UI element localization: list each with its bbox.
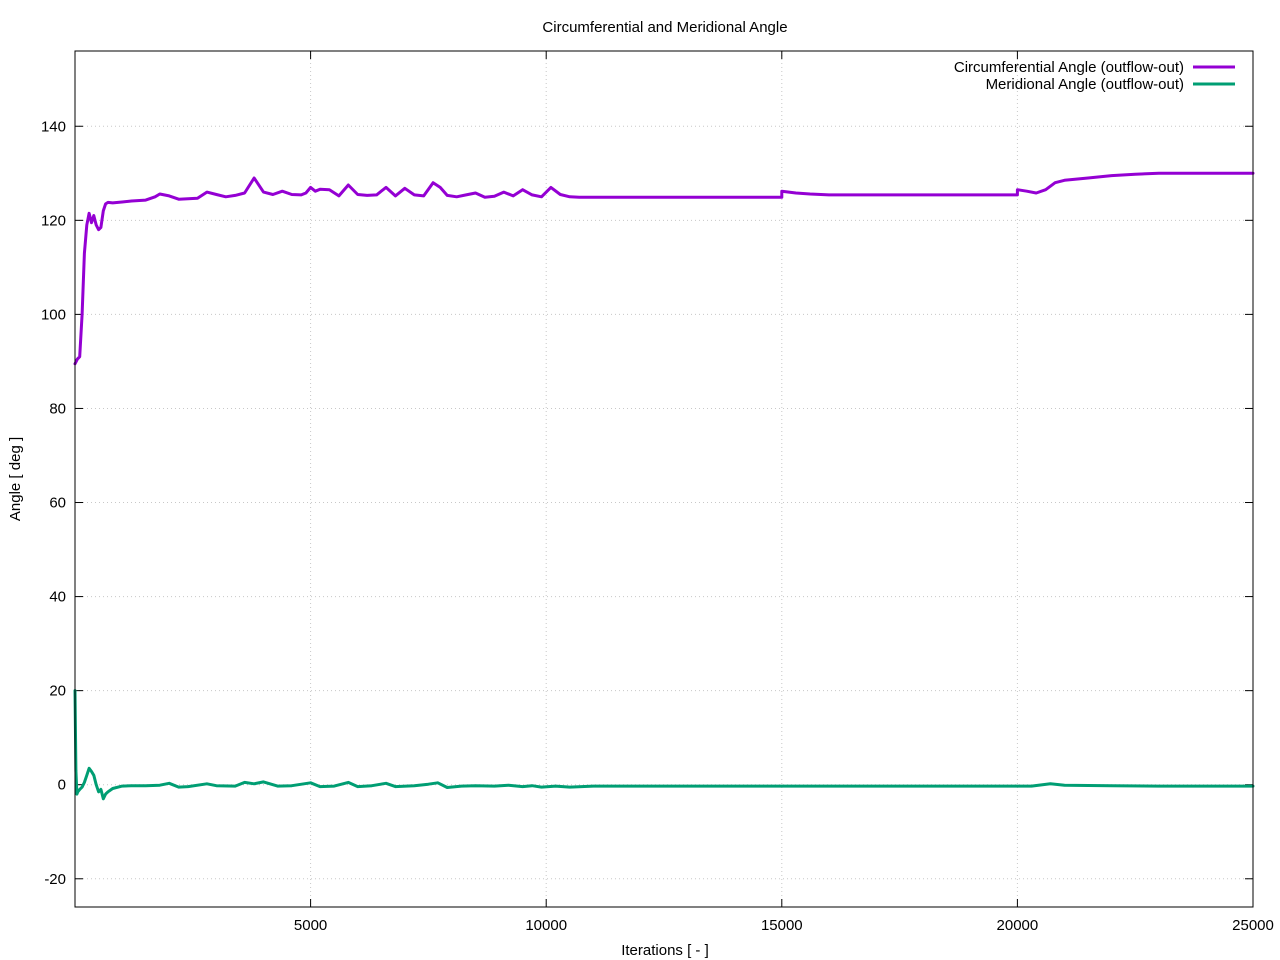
legend-label-1: Circumferential Angle (outflow-out): [954, 59, 1184, 76]
y-tick-label: -20: [44, 871, 66, 888]
y-tick-label: 60: [49, 495, 66, 512]
y-axis-label: Angle [ deg ]: [7, 437, 24, 521]
chart-title: Circumferential and Meridional Angle: [542, 19, 787, 36]
x-axis-label: Iterations [ - ]: [621, 942, 709, 959]
x-tick-label: 20000: [997, 917, 1039, 934]
y-tick-label: 20: [49, 683, 66, 700]
x-tick-label: 5000: [294, 917, 327, 934]
x-tick-label: 25000: [1232, 917, 1274, 934]
series-line-2: [73, 689, 1255, 801]
axis-ticks: 5000 10000 15000 20000 25000 -20 0 20 40 60 80 100 1…: [41, 51, 1274, 934]
y-tick-label: 120: [41, 212, 66, 229]
y-tick-label: 140: [41, 118, 66, 135]
x-tick-label: 10000: [525, 917, 567, 934]
plot-frame: [74, 50, 1254, 908]
legend-label-2: Meridional Angle (outflow-out): [986, 76, 1184, 93]
x-tick-label: 15000: [761, 917, 803, 934]
y-tick-label: 0: [58, 777, 66, 794]
y-tick-label: 80: [49, 400, 66, 417]
legend: Circumferential Angle (outflow-out)Merid…: [954, 59, 1235, 93]
y-tick-label: 40: [49, 589, 66, 606]
series-line-1: [73, 171, 1255, 366]
y-tick-label: 100: [41, 306, 66, 323]
series-lines: [73, 171, 1255, 801]
